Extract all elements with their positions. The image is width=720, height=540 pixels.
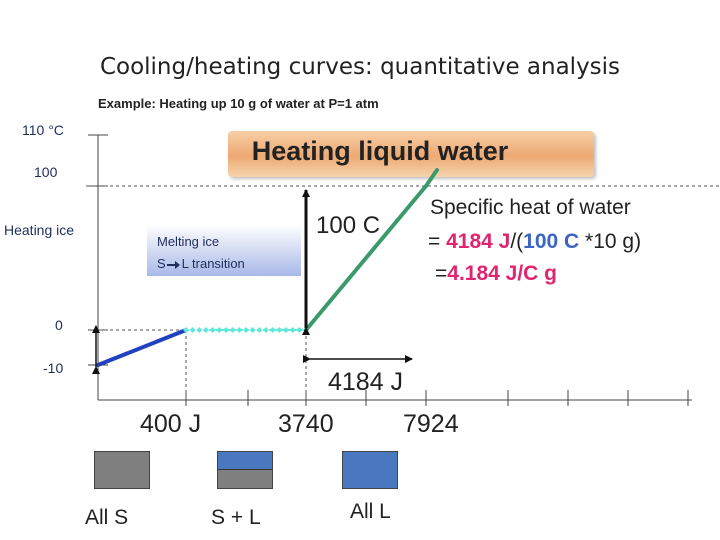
melting-point-marker <box>296 327 303 333</box>
state-label-solid: All S <box>85 506 129 529</box>
transition-label-end: L transition <box>181 256 245 271</box>
melting-point-marker <box>276 327 283 333</box>
melting-point-marker <box>289 327 296 333</box>
water-heating-segment <box>304 184 428 332</box>
result-value: 4.184 J/C g <box>447 262 557 285</box>
subtitle: Example: Heating up 10 g of water at P=1… <box>98 96 379 111</box>
transition-label-start: S <box>157 256 166 271</box>
specific-heat-result: =4.184 J/C g <box>435 262 557 286</box>
y-tick-label: 110 °C <box>22 122 64 138</box>
specific-heat-heading: Specific heat of water <box>430 196 631 219</box>
solid-liquid-state-box <box>217 451 273 489</box>
melting-point-marker <box>263 327 269 333</box>
ice-heating-segment <box>96 328 188 367</box>
guide-lines <box>86 185 720 400</box>
specific-heat-equation: = 4184 J/(100 C *10 g) <box>428 230 641 254</box>
melting-label: Melting ice <box>157 234 220 249</box>
melting-annotation-box <box>147 222 301 276</box>
melting-point-marker <box>189 327 196 333</box>
annotation-arrows <box>92 189 413 374</box>
melting-point-marker <box>269 327 276 333</box>
melting-point-marker <box>283 327 289 333</box>
melting-point-marker <box>216 327 223 333</box>
melting-point-marker <box>256 327 263 333</box>
water-segment-extension <box>424 168 439 188</box>
y-tick-label: 100 <box>34 164 58 180</box>
melting-point-marker <box>203 327 209 333</box>
equation-divide: /( <box>510 230 524 253</box>
state-label-liquid: All L <box>350 500 391 523</box>
heating-ice-label: Heating ice <box>4 222 75 238</box>
liquid-state-box <box>342 451 398 489</box>
slide-title: Cooling/heating curves: quantitative ana… <box>99 54 621 80</box>
melting-point-marker <box>196 327 203 333</box>
equation-equals: = <box>428 230 447 253</box>
y-tick-label: 0 <box>55 317 63 333</box>
melting-point-marker <box>209 327 216 333</box>
equation-temperature: 100 C <box>523 230 580 253</box>
x-tick-label: 7924 <box>403 410 459 438</box>
melting-point-marker <box>236 327 243 333</box>
temperature-change-label: 100 C <box>316 212 381 239</box>
series-layer <box>96 168 439 367</box>
melting-point-marker <box>243 327 249 333</box>
transition-label: S L transition <box>157 256 245 271</box>
right-arrow-icon <box>166 260 181 270</box>
solid-state-box <box>94 451 150 489</box>
equation-energy: 4184 J <box>446 230 511 253</box>
result-equals: = <box>435 262 448 285</box>
energy-span-label: 4184 J <box>328 368 404 396</box>
heating-water-banner <box>228 131 594 177</box>
equation-mass: *10 g) <box>579 230 642 253</box>
melting-point-marker <box>229 327 236 333</box>
melting-point-marker <box>249 327 256 333</box>
heating-water-label: Heating liquid water <box>251 136 509 166</box>
melting-point-marker <box>223 327 229 333</box>
melting-point-marker <box>183 327 189 333</box>
x-tick-label: 400 J <box>140 410 202 438</box>
x-tick-label: 3740 <box>278 410 334 438</box>
state-label-solid-liquid: S + L <box>211 506 261 529</box>
y-tick-label: -10 <box>43 360 64 376</box>
